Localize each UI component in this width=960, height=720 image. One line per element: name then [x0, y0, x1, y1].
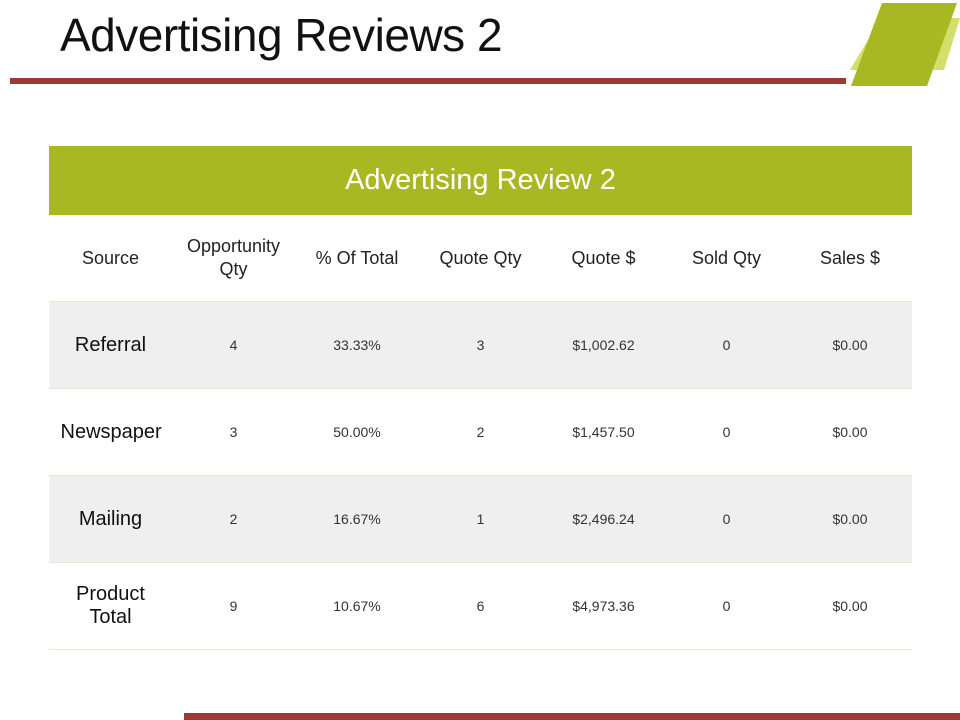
table-cell: 0	[665, 475, 788, 563]
column-header-quote-dollars: Quote $	[542, 215, 665, 302]
table-cell: 3	[419, 301, 542, 389]
advertising-review-table: Advertising Review 2 Source Opportunity …	[49, 146, 912, 650]
table-cell: $1,457.50	[542, 388, 665, 476]
table-cell: 2	[172, 475, 295, 563]
column-header-sales-dollars: Sales $	[788, 215, 912, 302]
title-underline	[10, 78, 846, 84]
table-cell-source: Product Total	[49, 562, 172, 650]
table-cell: $0.00	[788, 388, 912, 476]
green-parallelogram	[851, 3, 957, 86]
table-cell: 16.67%	[295, 475, 419, 563]
table-cell: 4	[172, 301, 295, 389]
table-cell-source: Newspaper	[49, 388, 172, 476]
table-cell: 2	[419, 388, 542, 476]
table-cell: 6	[419, 562, 542, 650]
table-cell: 0	[665, 562, 788, 650]
table-cell: $4,973.36	[542, 562, 665, 650]
column-header-quote-qty: Quote Qty	[419, 215, 542, 302]
column-header-percent-of-total: % Of Total	[295, 215, 419, 302]
table-cell: 9	[172, 562, 295, 650]
table-row: Mailing 2 16.67% 1 $2,496.24 0 $0.00	[49, 475, 912, 563]
table-cell: $0.00	[788, 301, 912, 389]
table-cell: 1	[419, 475, 542, 563]
table-cell-source: Mailing	[49, 475, 172, 563]
table-row: Newspaper 3 50.00% 2 $1,457.50 0 $0.00	[49, 388, 912, 476]
table-cell: $0.00	[788, 475, 912, 563]
table-cell: 10.67%	[295, 562, 419, 650]
table-cell-source: Referral	[49, 301, 172, 389]
column-header-opportunity-qty: Opportunity Qty	[172, 215, 295, 302]
column-header-sold-qty: Sold Qty	[665, 215, 788, 302]
table-row: Referral 4 33.33% 3 $1,002.62 0 $0.00	[49, 301, 912, 389]
table-cell: 3	[172, 388, 295, 476]
table-cell: $1,002.62	[542, 301, 665, 389]
table-cell: 50.00%	[295, 388, 419, 476]
table-row-total: Product Total 9 10.67% 6 $4,973.36 0 $0.…	[49, 562, 912, 650]
table-cell: 0	[665, 388, 788, 476]
table-cell: $2,496.24	[542, 475, 665, 563]
bottom-rule	[184, 713, 960, 720]
column-header-source: Source	[49, 215, 172, 302]
table-cell: $0.00	[788, 562, 912, 650]
table-cell: 33.33%	[295, 301, 419, 389]
data-table: Source Opportunity Qty % Of Total Quote …	[49, 215, 912, 650]
decorative-parallelogram-graphic	[850, 3, 960, 86]
slide-title: Advertising Reviews 2	[60, 9, 503, 61]
header-row: Source Opportunity Qty % Of Total Quote …	[49, 215, 912, 302]
table-title: Advertising Review 2	[49, 146, 912, 215]
table-cell: 0	[665, 301, 788, 389]
